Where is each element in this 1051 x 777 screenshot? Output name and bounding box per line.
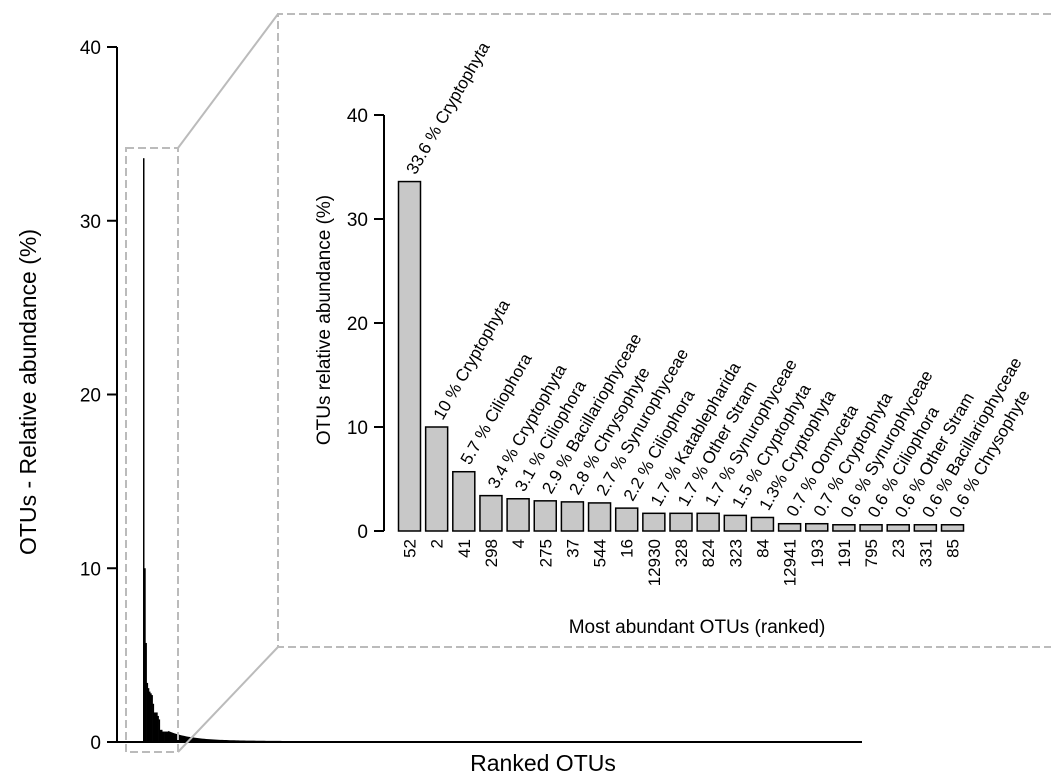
- main-bar: [155, 712, 157, 742]
- inset-category-label: 23: [889, 539, 908, 558]
- main-bar: [161, 729, 163, 742]
- inset-bar: [750, 516, 775, 532]
- zoom-connector: [125, 13, 1051, 753]
- inset-category-label: 191: [835, 539, 854, 567]
- main-y-ticks: 0 10 20 30 40: [80, 38, 117, 754]
- inset-bar: [642, 512, 666, 532]
- main-y-tick-label: 30: [80, 212, 101, 233]
- inset-y-tick-label: 10: [347, 418, 368, 439]
- main-bar: [150, 693, 152, 742]
- main-bar: [147, 688, 150, 742]
- inset-bar: [424, 426, 449, 532]
- main-y-tick-label: 20: [80, 386, 101, 407]
- inset-y-tick-label: 0: [357, 522, 368, 543]
- main-bars: [143, 158, 862, 742]
- main-bar: [151, 695, 153, 742]
- inset-x-axis-label: Most abundant OTUs (ranked): [569, 617, 826, 638]
- inset-category-label: 193: [808, 539, 827, 567]
- inset-category-label: 85: [944, 539, 963, 558]
- main-bar: [143, 158, 145, 742]
- inset-bar: [832, 524, 856, 532]
- inset-y-tick-label: 20: [347, 314, 368, 335]
- inset-y-tick-label: 40: [347, 106, 368, 127]
- inset-category-label: 2: [428, 539, 447, 548]
- main-bar: [158, 719, 161, 742]
- main-bar: [156, 712, 158, 742]
- inset-bar: [913, 524, 938, 532]
- main-bar: [153, 712, 156, 742]
- inset-category-label: 323: [726, 539, 745, 567]
- main-bar: [164, 731, 167, 742]
- inset-data-label: 33.6 % Cryptophyta: [403, 38, 494, 177]
- inset-frame: [277, 13, 1051, 648]
- inset-category-label: 275: [536, 539, 555, 567]
- inset-y-tick-label: 30: [347, 210, 368, 231]
- inset-bar: [696, 512, 720, 532]
- inset-bar: [940, 524, 965, 532]
- inset-bar: [614, 507, 639, 532]
- inset-category-label: 41: [455, 539, 474, 558]
- inset-category-label: 795: [862, 539, 881, 567]
- inset-bar: [587, 502, 612, 532]
- inset-bar: [859, 524, 883, 532]
- inset-category-label: 52: [401, 539, 420, 558]
- inset-category-label: 16: [618, 539, 637, 558]
- inset-bar: [533, 500, 557, 532]
- main-bar: [146, 682, 149, 742]
- inset-bar: [452, 470, 476, 532]
- main-x-axis-label: Ranked OTUs: [470, 750, 616, 776]
- inset-category-label: 298: [482, 539, 501, 567]
- main-bar: [159, 729, 162, 742]
- inset-bars: [397, 180, 965, 532]
- main-bar: [144, 568, 146, 742]
- inset-category-label: 12941: [781, 539, 800, 586]
- inset-category-label: 37: [563, 539, 582, 558]
- inset-category-label: 824: [699, 539, 718, 567]
- inset-bar: [723, 514, 748, 532]
- main-bar: [165, 731, 168, 742]
- main-bar: [162, 731, 164, 742]
- inset-category-label: 84: [753, 539, 772, 558]
- zoom-region-box: [125, 147, 179, 753]
- inset-bar: [479, 494, 503, 532]
- main-bar: [167, 731, 169, 742]
- inset-bar: [886, 524, 910, 532]
- main-bar: [149, 691, 151, 742]
- zoom-line-top: [177, 13, 279, 149]
- main-bar: [145, 642, 147, 742]
- inset-y-ticks: 0 10 20 30 40: [347, 106, 384, 543]
- main-y-axis-label: OTUs - Relative abundance (%): [15, 229, 41, 555]
- main-y-tick-label: 10: [80, 559, 101, 580]
- main-bar: [157, 715, 159, 742]
- inset-category-label: 328: [672, 539, 691, 567]
- inset-category-label: 12930: [645, 539, 664, 586]
- inset-bar: [777, 522, 802, 532]
- inset-y-axis-label: OTUs relative abundance (%): [314, 195, 335, 445]
- inset-bar: [805, 522, 829, 532]
- inset-category-label: 544: [591, 539, 610, 567]
- inset-bar: [506, 498, 530, 532]
- main-y-tick-label: 40: [80, 38, 101, 59]
- main-bar: [152, 703, 155, 742]
- main-bar: [163, 731, 165, 742]
- main-y-tick-label: 0: [90, 733, 101, 754]
- inset-category-labels: 52 2 41 298 4 275 37 544 16 12930 328 824 323 84 12941…: [401, 539, 963, 586]
- inset-category-label: 331: [916, 539, 935, 567]
- inset-category-label: 4: [509, 539, 528, 548]
- inset-chart: 0 10 20 30 40 52 2 41 298 4 275 37 544 16 12930 328 824…: [314, 38, 1034, 638]
- main-tail-bars: [168, 730, 862, 742]
- inset-bar: [397, 180, 422, 532]
- zoom-line-bottom: [177, 646, 279, 753]
- inset-bar: [669, 512, 693, 532]
- inset-bar: [560, 501, 585, 532]
